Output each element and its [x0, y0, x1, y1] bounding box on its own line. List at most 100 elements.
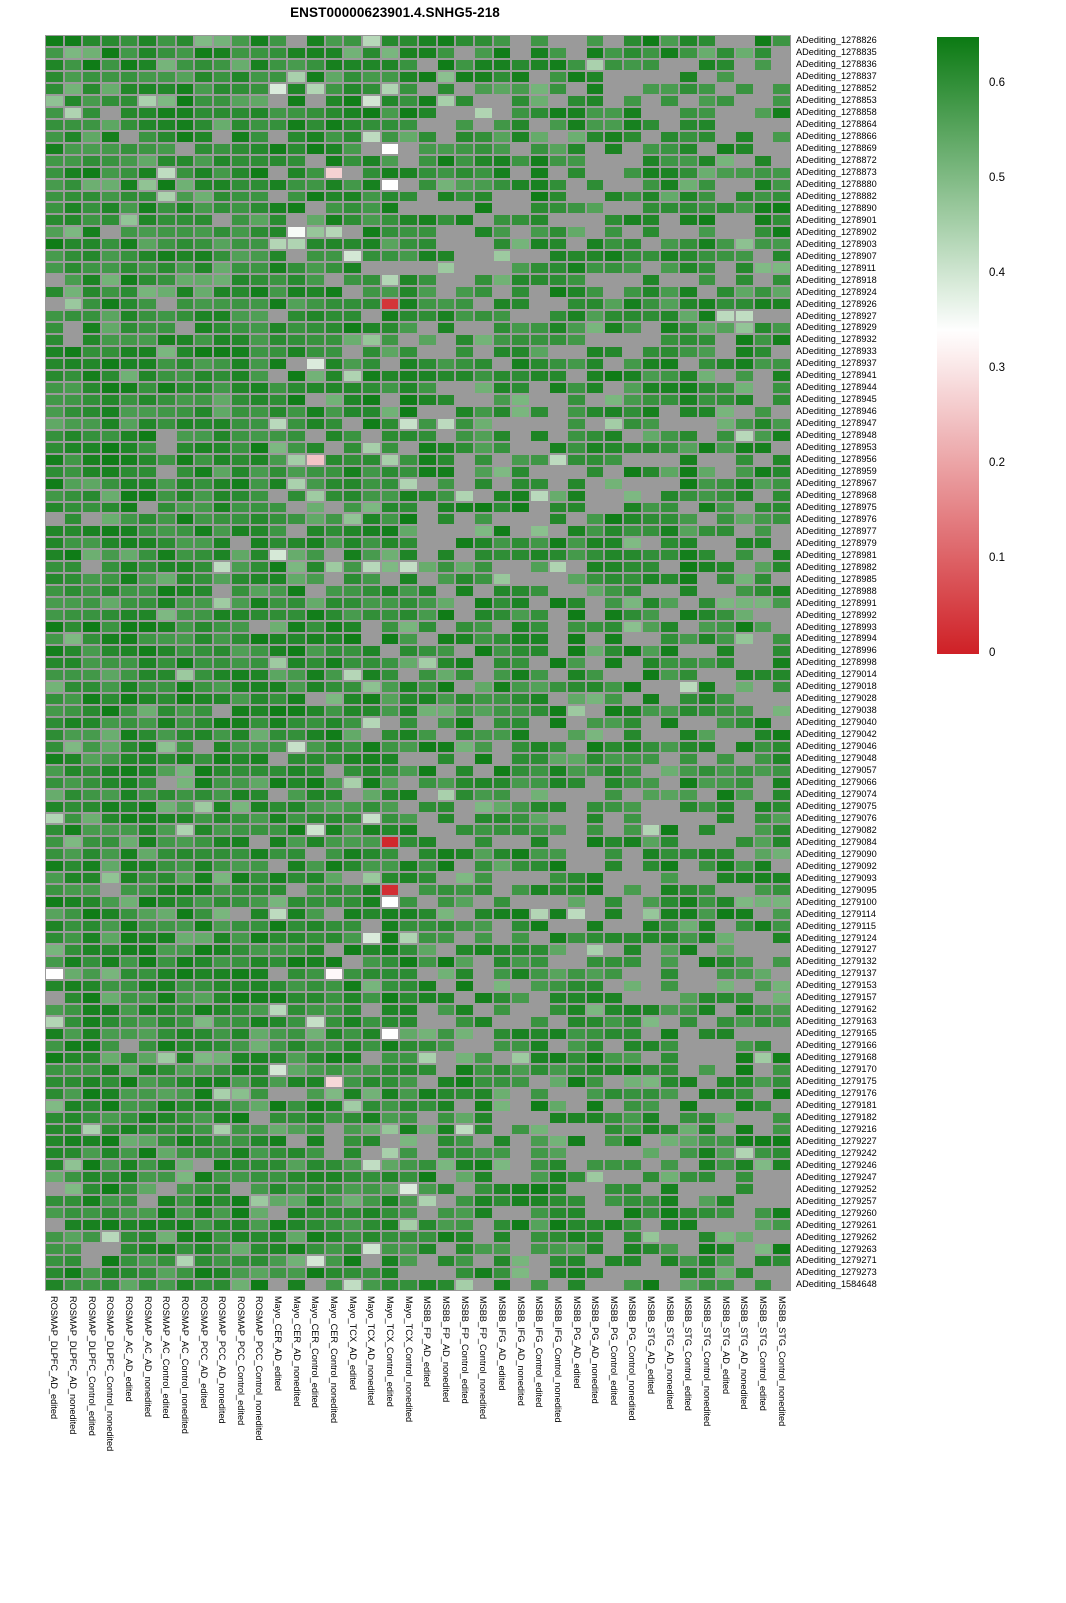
row-label: ADediting_1279114 — [796, 908, 877, 919]
heatmap-cell — [436, 597, 456, 610]
heatmap-cell — [194, 250, 213, 263]
heatmap-cell — [417, 597, 437, 610]
heatmap-cell — [473, 118, 493, 131]
heatmap-cell — [679, 1279, 698, 1291]
heatmap-cell — [473, 214, 493, 227]
heatmap-cell — [585, 1087, 605, 1100]
heatmap-cell — [716, 46, 736, 59]
row-label: ADediting_1279048 — [796, 753, 877, 764]
heatmap-cell — [697, 238, 717, 251]
heatmap-cell — [567, 70, 586, 83]
heatmap-cell — [585, 214, 605, 227]
heatmap-cell — [63, 501, 83, 514]
heatmap-cell — [753, 561, 773, 574]
heatmap-cell — [82, 812, 101, 825]
heatmap-cell — [697, 1063, 717, 1076]
heatmap-cell — [492, 1255, 512, 1268]
heatmap-cell — [100, 680, 120, 693]
heatmap-cell — [753, 848, 773, 861]
heatmap-cell — [250, 417, 269, 430]
heatmap-cell — [604, 979, 624, 992]
heatmap-cell — [697, 896, 717, 909]
heatmap-cell — [436, 680, 456, 693]
heatmap-cell — [399, 118, 418, 131]
heatmap-cell — [119, 405, 139, 418]
heatmap-cell — [436, 728, 456, 741]
heatmap-cell — [212, 788, 232, 801]
heatmap-cell — [138, 908, 157, 921]
heatmap-cell — [567, 405, 586, 418]
heatmap-cell — [529, 573, 549, 586]
heatmap-cell — [343, 369, 363, 382]
column-label-axis: ROSMAP_DLPFC_AD_edited ROSMAP_DLPFC_AD_no… — [45, 1296, 791, 1596]
heatmap-cell — [287, 621, 307, 634]
heatmap-cell — [623, 405, 642, 418]
heatmap-cell — [735, 369, 754, 382]
heatmap-cell — [473, 573, 493, 586]
heatmap-cell — [753, 525, 773, 538]
heatmap-cell — [417, 1075, 437, 1088]
heatmap-cell — [604, 405, 624, 418]
heatmap-cell — [82, 393, 101, 406]
heatmap-cell — [100, 238, 120, 251]
heatmap-cell — [548, 680, 568, 693]
heatmap-cell — [492, 477, 512, 490]
heatmap-cell — [268, 298, 288, 311]
heatmap-cell — [324, 1063, 344, 1076]
heatmap-cell — [548, 597, 568, 610]
heatmap-cell — [492, 226, 512, 239]
heatmap-cell — [753, 513, 773, 526]
heatmap-cell — [529, 1003, 549, 1016]
row-label: ADediting_1279257 — [796, 1195, 877, 1206]
heatmap-cell — [343, 1015, 363, 1028]
heatmap-cell — [511, 465, 530, 478]
heatmap-cell — [679, 1015, 698, 1028]
heatmap-cell — [735, 812, 754, 825]
heatmap-cell — [753, 274, 773, 287]
heatmap-cell — [343, 800, 363, 813]
heatmap-cell — [138, 1111, 157, 1124]
heatmap-cell — [119, 621, 139, 634]
heatmap-cell — [306, 692, 325, 705]
heatmap-cell — [753, 286, 773, 299]
heatmap-cell — [399, 716, 418, 729]
heatmap-cell — [641, 369, 661, 382]
heatmap-cell — [529, 1267, 549, 1280]
heatmap-cell — [212, 836, 232, 849]
heatmap-cell — [697, 214, 717, 227]
heatmap-cell — [63, 274, 83, 287]
heatmap-cell — [641, 657, 661, 669]
heatmap-panel — [45, 35, 791, 1291]
heatmap-cell — [660, 561, 680, 574]
heatmap-cell — [45, 465, 64, 478]
heatmap-cell — [287, 118, 307, 131]
heatmap-cell — [119, 1159, 139, 1172]
heatmap-cell — [735, 1231, 754, 1244]
heatmap-cell — [716, 214, 736, 227]
heatmap-cell — [399, 1255, 418, 1268]
heatmap-cell — [45, 238, 64, 251]
heatmap-cell — [268, 979, 288, 992]
heatmap-cell — [399, 441, 418, 454]
heatmap-cell — [324, 465, 344, 478]
heatmap-cell — [45, 441, 64, 454]
heatmap-cell — [604, 298, 624, 311]
heatmap-cell — [417, 872, 437, 885]
heatmap-cell — [623, 1111, 642, 1124]
heatmap-cell — [194, 154, 213, 167]
heatmap-cell — [250, 1003, 269, 1016]
heatmap-cell — [156, 477, 176, 490]
heatmap-cell — [529, 585, 549, 598]
heatmap-cell — [399, 58, 418, 71]
heatmap-cell — [306, 441, 325, 454]
heatmap-cell — [436, 1171, 456, 1184]
heatmap-cell — [306, 609, 325, 622]
heatmap-cell — [100, 142, 120, 155]
heatmap-cell — [45, 1147, 64, 1160]
heatmap-cell — [716, 1279, 736, 1291]
heatmap-cell — [324, 1027, 344, 1040]
heatmap-cell — [417, 932, 437, 945]
heatmap-cell — [362, 190, 381, 203]
heatmap-cell — [585, 393, 605, 406]
heatmap-cell — [138, 979, 157, 992]
